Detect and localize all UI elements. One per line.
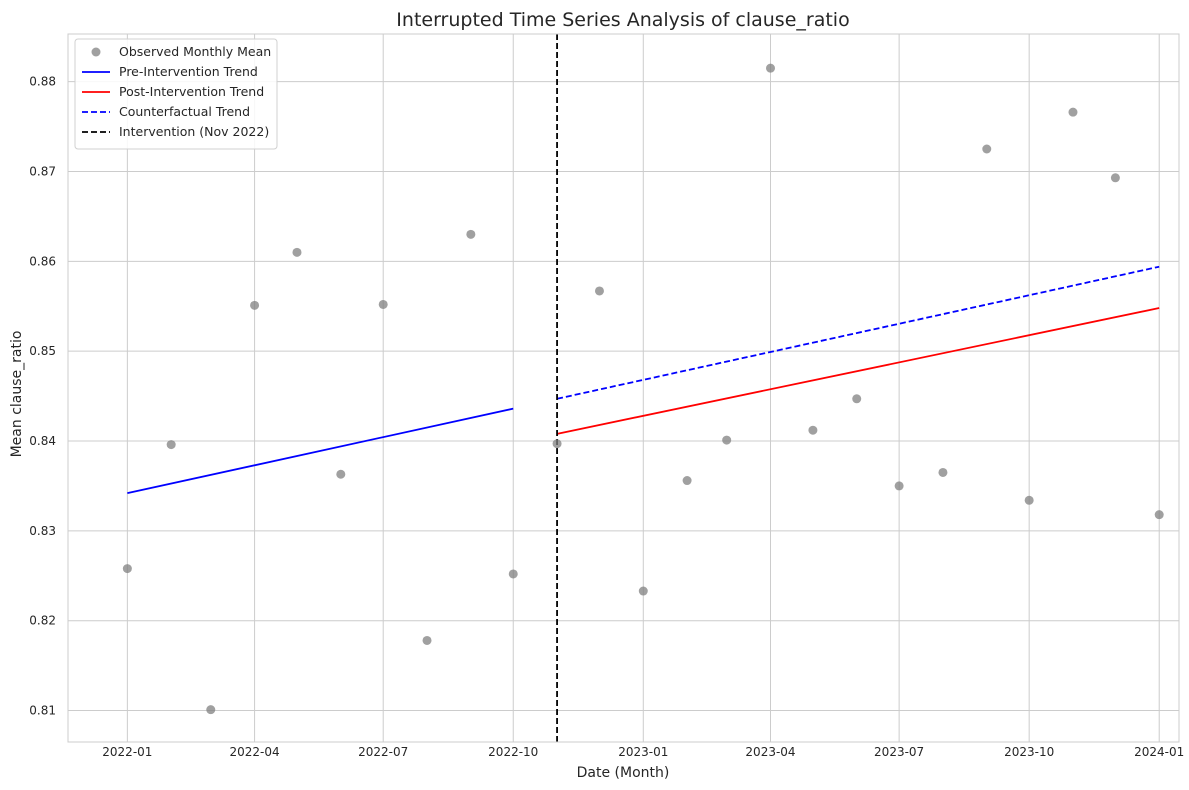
y-tick-label: 0.85 (29, 344, 56, 358)
data-point (1068, 107, 1078, 117)
data-point (292, 247, 302, 257)
grid (68, 34, 1179, 742)
data-point (466, 229, 476, 239)
legend-label: Observed Monthly Mean (119, 44, 271, 59)
series-line (556, 307, 1160, 435)
legend-label: Intervention (Nov 2022) (119, 124, 269, 139)
data-point (422, 635, 432, 645)
legend: Observed Monthly Mean Pre-Intervention Tr… (74, 38, 278, 150)
data-point (508, 569, 518, 579)
x-tick-label: 2022-10 (488, 745, 538, 759)
plot-frame (67, 33, 1180, 743)
x-tick-label: 2023-07 (874, 745, 924, 759)
x-axis-title: Date (Month) (577, 765, 670, 781)
x-tick-label: 2023-10 (1004, 745, 1054, 759)
data-point (552, 439, 562, 449)
legend-label: Pre-Intervention Trend (119, 64, 258, 79)
chart-title: Interrupted Time Series Analysis of clau… (396, 9, 849, 31)
data-point (722, 435, 732, 445)
data-point (1110, 173, 1120, 183)
y-tick-label: 0.84 (29, 434, 56, 448)
x-tick-label: 2023-01 (618, 745, 668, 759)
series-layer (122, 34, 1164, 742)
y-tick-label: 0.86 (29, 254, 56, 268)
data-point (852, 394, 862, 404)
legend-marker (91, 47, 101, 57)
y-axis-title: Mean clause_ratio (9, 331, 25, 458)
data-point (766, 63, 776, 73)
y-tick-label: 0.88 (29, 75, 56, 89)
legend-label: Post-Intervention Trend (119, 84, 264, 99)
y-tick-label: 0.87 (29, 164, 56, 178)
data-point (682, 476, 692, 486)
x-tick-label: 2022-04 (230, 745, 280, 759)
data-point (122, 564, 132, 574)
data-point (206, 705, 216, 715)
data-point (808, 425, 818, 435)
data-point (1024, 495, 1034, 505)
data-point (250, 300, 260, 310)
data-point (166, 440, 176, 450)
data-point (336, 469, 346, 479)
data-point (894, 481, 904, 491)
x-tick-label: 2022-01 (102, 745, 152, 759)
tick-labels: 2022-01 2022-04 2022-07 2022-10 2023-01 2023-… (29, 75, 1184, 759)
data-point (378, 299, 388, 309)
x-tick-label: 2022-07 (358, 745, 408, 759)
data-point (938, 467, 948, 477)
x-tick-label: 2023-04 (745, 745, 795, 759)
series-line (127, 407, 514, 495)
data-point (638, 586, 648, 596)
data-point (982, 144, 992, 154)
y-tick-label: 0.81 (29, 704, 56, 718)
data-point (594, 286, 604, 296)
y-tick-label: 0.83 (29, 524, 56, 538)
x-tick-label: 2024-01 (1134, 745, 1184, 759)
legend-box (74, 38, 278, 150)
y-tick-label: 0.82 (29, 614, 56, 628)
legend-label: Counterfactual Trend (119, 104, 250, 119)
series-line (556, 265, 1160, 400)
data-point (1154, 510, 1164, 520)
